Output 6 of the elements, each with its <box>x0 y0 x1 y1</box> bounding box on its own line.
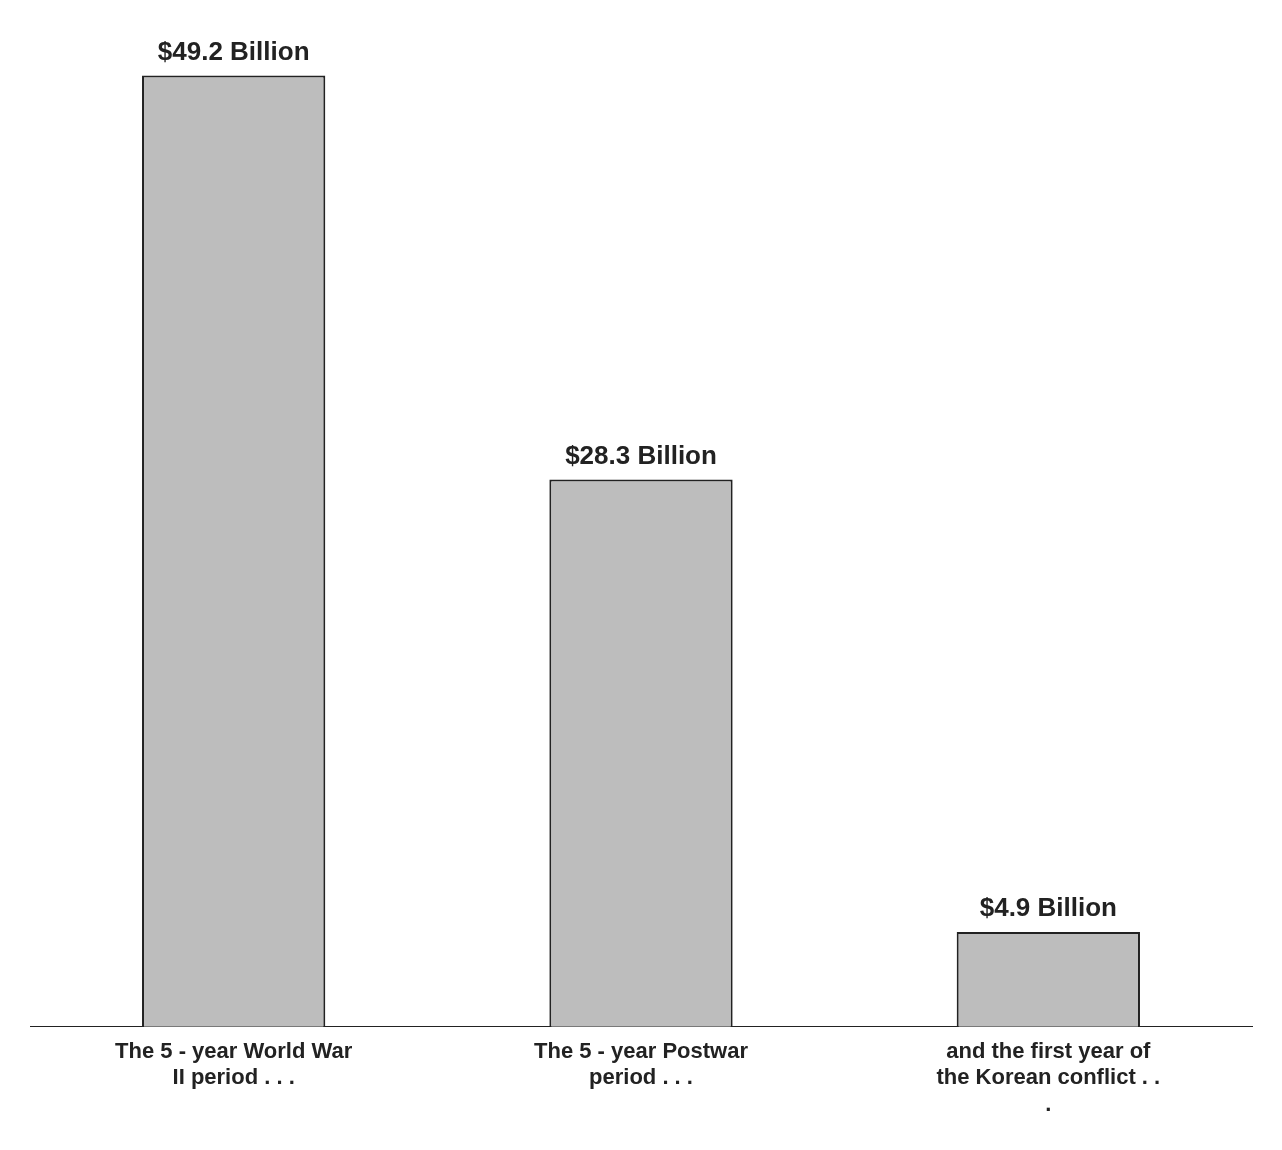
data-label: $49.2 Billion <box>157 35 310 66</box>
x-tick-label: and the first year of the Korean conflict . . . <box>936 1038 1161 1116</box>
data-label: $28.3 Billion <box>565 439 717 470</box>
x-tick-label: The 5 - year Postwar period . . . <box>534 1038 749 1090</box>
x-tick-label: The 5 - year World War II period . . . <box>115 1038 353 1090</box>
data-label: $4.9 Billion <box>979 892 1117 923</box>
